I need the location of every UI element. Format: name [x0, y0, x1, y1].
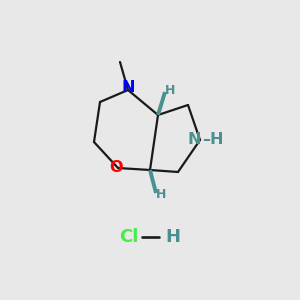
Text: H: H	[165, 228, 180, 246]
Text: Cl: Cl	[120, 228, 139, 246]
Text: O: O	[109, 160, 123, 175]
Text: –H: –H	[202, 133, 224, 148]
Text: N: N	[188, 133, 201, 148]
Text: N: N	[121, 80, 135, 95]
Text: H: H	[165, 83, 175, 97]
Text: H: H	[156, 188, 166, 202]
